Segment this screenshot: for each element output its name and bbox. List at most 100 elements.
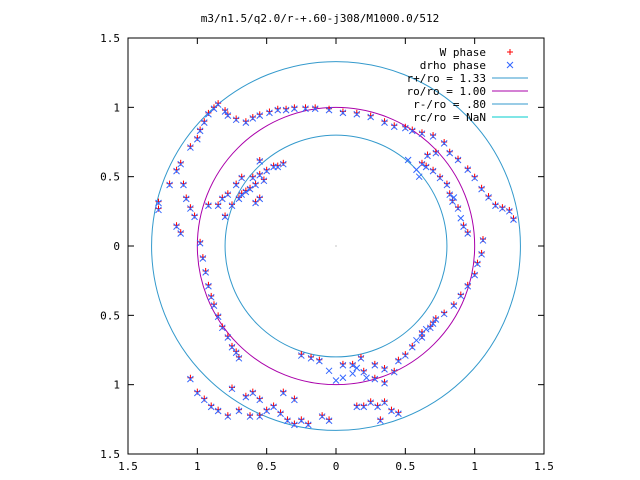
drho-phase-point — [232, 116, 240, 124]
drho-phase-point — [205, 282, 212, 290]
drho-phase-point — [187, 205, 194, 212]
w-phase-point — [280, 388, 287, 395]
drho-phase-point — [510, 216, 517, 224]
w-phase-point — [242, 118, 249, 125]
drho-phase-point — [200, 119, 208, 126]
drho-phase-point — [418, 160, 426, 168]
drho-phase-point — [291, 421, 298, 429]
w-phase-point — [478, 249, 485, 256]
drho-phase-point — [471, 271, 479, 279]
w-phase-point — [283, 105, 290, 112]
w-phase-point — [173, 166, 180, 173]
drho-phase-point — [221, 108, 229, 115]
drho-phase-point — [418, 334, 426, 341]
w-phase-point — [455, 155, 462, 162]
y-tick-label: 0 — [113, 240, 120, 253]
w-phase-point — [353, 109, 360, 116]
w-phase-point — [256, 170, 263, 177]
w-phase-point — [381, 398, 388, 405]
drho-phase-point — [232, 349, 240, 357]
w-phase-point — [305, 420, 312, 427]
w-phase-point — [277, 409, 284, 416]
drho-phase-point — [492, 202, 499, 210]
drho-phase-point — [291, 105, 298, 113]
w-phase-point — [233, 180, 240, 187]
w-phase-point — [256, 395, 263, 402]
w-phase-point — [381, 378, 388, 385]
drho-phase-point — [218, 195, 226, 203]
w-phase-point — [256, 157, 263, 164]
drho-phase-point — [270, 403, 277, 411]
w-phase-point — [224, 190, 231, 197]
x-tick-label: 1.5 — [534, 460, 554, 473]
w-phase-point — [371, 360, 378, 367]
w-phase-point — [208, 292, 215, 299]
drho-phase-point — [432, 149, 440, 157]
w-phase-point — [224, 412, 231, 419]
drho-phase-point — [228, 385, 236, 393]
legend-symbol-plus — [507, 49, 513, 55]
drho-phase-point — [381, 366, 388, 373]
drho-phase-point — [235, 195, 243, 203]
drho-phase-point — [471, 174, 479, 182]
drho-phase-point — [418, 130, 426, 138]
drho-phase-point — [457, 214, 465, 222]
w-phase-point — [222, 212, 229, 219]
w-phase-point — [430, 166, 437, 173]
drho-phase-point — [260, 177, 268, 185]
w-phase-point — [430, 132, 437, 139]
drho-phase-point — [443, 181, 451, 189]
drho-phase-point — [263, 167, 271, 175]
w-phase-point — [499, 204, 506, 211]
w-phase-point — [215, 406, 222, 413]
w-phase-point — [339, 360, 346, 367]
drho-phase-point — [371, 361, 379, 369]
drho-phase-point — [395, 410, 402, 418]
w-phase-point — [263, 406, 270, 413]
drho-phase-point — [422, 325, 430, 333]
w-phase-point — [210, 301, 217, 308]
w-phase-point — [166, 180, 173, 187]
y-tick-label: 0.5 — [100, 309, 120, 322]
drho-phase-point — [256, 158, 264, 165]
legend-label: r-/ro = .80 — [413, 98, 486, 111]
drho-phase-point — [426, 324, 434, 332]
drho-phase-point — [318, 413, 326, 420]
w-phase-point — [437, 173, 443, 180]
w-phase-point — [471, 173, 478, 180]
drho-phase-point — [339, 109, 347, 117]
drho-phase-point — [249, 174, 257, 182]
w-phase-point — [235, 353, 242, 360]
w-phase-point — [205, 281, 212, 288]
x-tick-label: 0.5 — [395, 460, 415, 473]
w-phase-point — [177, 159, 184, 166]
w-phase-point — [256, 194, 263, 201]
w-phase-point — [464, 229, 471, 236]
legend-label: ro/ro = 1.00 — [407, 85, 486, 98]
drho-phase-point — [446, 149, 454, 157]
drho-phase-point — [413, 336, 420, 344]
drho-phase-point — [377, 417, 384, 425]
y-tick-label: 0.5 — [100, 171, 120, 184]
y-tick-label: 1 — [113, 379, 120, 392]
drho-phase-point — [242, 188, 250, 196]
w-phase-point — [506, 206, 513, 213]
drho-phase-point — [228, 202, 236, 210]
drho-phase-point — [249, 389, 257, 397]
axis-ticks: 1.5 1 0.5 0 0.5 1 1.51.510.500.511.5 — [100, 32, 554, 473]
w-phase-point — [197, 238, 204, 245]
drho-phase-point — [381, 119, 388, 126]
drho-phase-point — [381, 399, 388, 407]
drho-phase-point — [353, 403, 361, 411]
w-phase-point — [474, 259, 481, 266]
drho-phase-point — [266, 109, 273, 117]
drho-phase-point — [478, 250, 485, 258]
reference-circles — [151, 61, 521, 431]
w-phase-point — [274, 105, 281, 112]
drho-phase-point — [232, 181, 240, 189]
y-tick-label: 1.5 — [100, 32, 120, 45]
w-phase-point — [201, 395, 208, 402]
w-phase-point — [485, 193, 492, 200]
w-phase-point — [263, 166, 270, 173]
w-phase-point — [326, 416, 333, 423]
